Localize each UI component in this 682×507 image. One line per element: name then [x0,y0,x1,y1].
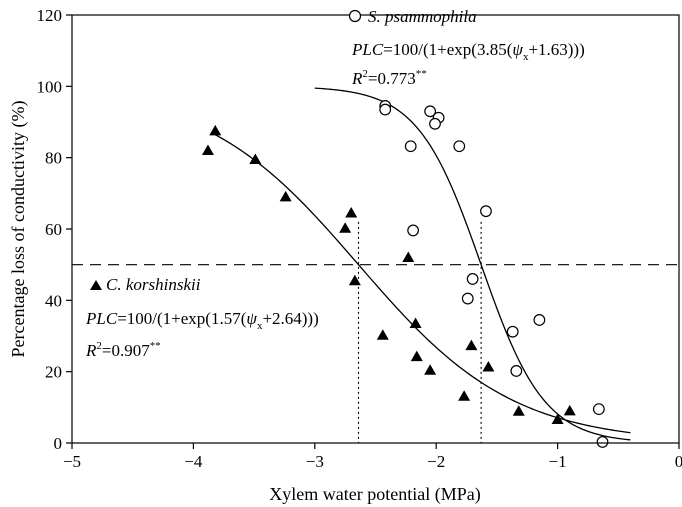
y-tick-label: 80 [45,149,62,168]
point-c-korshinskii [279,190,292,202]
x-tick-label: −5 [63,452,81,471]
y-tick-label: 100 [37,77,63,96]
x-tick-label: −2 [427,452,445,471]
y-tick-label: 120 [37,6,63,25]
fit-curve-c-korshinskii [211,132,631,434]
y-tick-label: 0 [54,434,63,453]
point-s-psammophila [461,292,474,305]
point-c-korshinskii [201,144,214,156]
point-c-korshinskii [345,206,358,218]
point-c-korshinskii [410,350,423,362]
legend-s-psammophila-label: S. psammophila [368,7,477,26]
axes: −5 −4 −3 −2 −1 0 0 20 40 60 80 100 120 [37,6,682,471]
legend-c-korshinskii-label: C. korshinskii [106,275,201,294]
point-s-psammophila [596,436,609,448]
point-s-psammophila [453,140,466,153]
legend-s-psammophila: S. psammophila [348,7,477,26]
point-c-korshinskii [339,222,352,233]
r2-s-psammophila: R2=0.773** [351,68,427,88]
legend-c-korshinskii-marker [90,280,102,290]
point-c-korshinskii [376,329,389,340]
x-tick-label: −1 [549,452,567,471]
legend-s-psammophila-marker [348,9,362,23]
y-axis-title: Percentage loss of conductivity (%) [8,101,29,358]
legend-c-korshinskii: C. korshinskii [90,275,201,294]
x-tick-label: −3 [306,452,324,471]
y-tick-label: 60 [45,220,62,239]
point-c-korshinskii [512,405,525,416]
point-s-psammophila [592,403,605,416]
r2-c-korshinskii: R2=0.907** [85,340,161,360]
point-c-korshinskii [209,124,222,136]
point-c-korshinskii [249,153,262,164]
plot-content [72,87,679,448]
equation-s-psammophila: PLC=100/(1+exp(3.85(ψx+1.63))) [351,40,585,63]
point-s-psammophila [533,314,546,326]
point-s-psammophila [404,140,417,153]
y-tick-label: 40 [45,291,62,310]
point-c-korshinskii [458,390,471,401]
point-c-korshinskii [348,274,361,286]
point-c-korshinskii [551,413,564,424]
point-s-psammophila [466,273,479,285]
point-c-korshinskii [409,317,422,329]
fit-curve-s-psammophila [314,87,631,441]
point-c-korshinskii [563,404,576,416]
y-tick-label: 20 [45,363,62,382]
point-s-psammophila [480,205,492,218]
point-s-psammophila [510,365,523,377]
point-c-korshinskii [465,339,478,351]
x-tick-label: −4 [184,452,203,471]
point-c-korshinskii [402,251,415,263]
point-s-psammophila [379,103,392,116]
equation-c-korshinskii: PLC=100/(1+exp(1.57(ψx+2.64))) [85,309,319,332]
point-s-psammophila [429,117,441,130]
point-s-psammophila [506,325,519,338]
point-c-korshinskii [424,364,437,375]
point-s-psammophila [424,105,437,118]
x-axis-title: Xylem water potential (MPa) [269,484,480,505]
point-s-psammophila [407,224,420,237]
x-tick-label: 0 [675,452,682,471]
point-c-korshinskii [482,361,495,372]
